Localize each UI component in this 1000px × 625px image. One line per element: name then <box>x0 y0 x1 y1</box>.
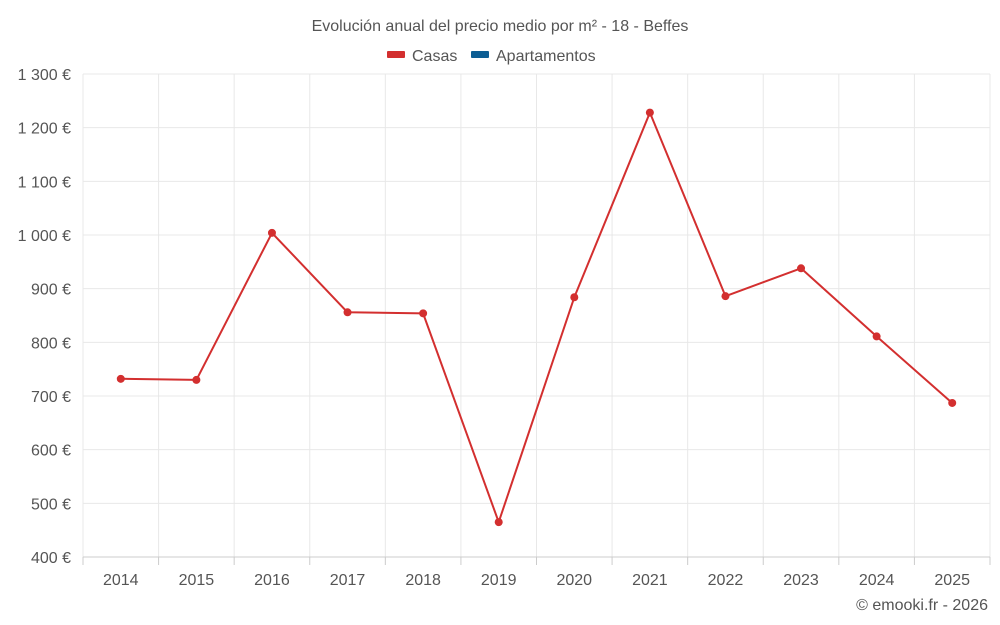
data-point-casas <box>419 309 428 318</box>
data-point-casas <box>570 293 579 302</box>
x-tick-label: 2021 <box>632 572 668 589</box>
x-tick-label: 2017 <box>330 572 366 589</box>
data-point-casas <box>116 374 125 383</box>
legend: Casas Apartamentos <box>387 48 596 65</box>
series-line-casas <box>120 111 953 524</box>
grid <box>82 73 991 557</box>
legend-item-apartamentos[interactable]: Apartamentos <box>471 48 596 65</box>
y-tick-label: 1 100 € <box>18 174 71 191</box>
x-tick-label: 2014 <box>103 572 139 589</box>
y-tick-label: 700 € <box>31 389 71 406</box>
legend-label-apartamentos: Apartamentos <box>496 48 596 65</box>
x-tick-label: 2019 <box>481 572 517 589</box>
y-tick-label: 900 € <box>31 282 71 299</box>
plot-area <box>116 108 957 527</box>
y-axis: 400 € 500 € 600 € 700 € 800 € 900 € 1 000 € 1 1… <box>18 67 71 567</box>
legend-swatch-casas <box>387 51 405 58</box>
x-tick-label: 2020 <box>556 572 592 589</box>
data-point-casas <box>192 375 201 384</box>
x-tick-label: 2015 <box>179 572 215 589</box>
data-point-casas <box>343 308 352 317</box>
x-tick-label: 2024 <box>859 572 895 589</box>
credit-text: © emooki.fr - 2026 <box>856 597 988 614</box>
legend-swatch-apartamentos <box>471 51 489 58</box>
x-tick-label: 2016 <box>254 572 290 589</box>
data-point-casas <box>797 264 806 273</box>
chart-title: Evolución anual del precio medio por m² … <box>312 18 689 35</box>
y-tick-label: 1 200 € <box>18 121 71 138</box>
legend-label-casas: Casas <box>412 48 457 65</box>
data-point-casas <box>948 398 957 407</box>
x-tick-label: 2023 <box>783 572 819 589</box>
x-axis: 2014 2015 2016 2017 2018 2019 2020 2021 2022 2023… <box>82 556 991 589</box>
y-tick-label: 1 300 € <box>18 67 71 84</box>
data-point-casas <box>721 292 730 301</box>
data-point-casas <box>872 332 881 341</box>
x-tick-label: 2022 <box>708 572 744 589</box>
legend-item-casas[interactable]: Casas <box>387 48 457 65</box>
data-point-casas <box>494 518 503 527</box>
data-point-casas <box>267 228 276 237</box>
x-tick-label: 2018 <box>405 572 441 589</box>
y-tick-label: 1 000 € <box>18 228 71 245</box>
y-tick-label: 400 € <box>31 550 71 567</box>
y-tick-label: 800 € <box>31 335 71 352</box>
y-tick-label: 600 € <box>31 443 71 460</box>
data-point-casas <box>645 108 654 117</box>
x-tick-label: 2025 <box>934 572 970 589</box>
y-tick-label: 500 € <box>31 496 71 513</box>
